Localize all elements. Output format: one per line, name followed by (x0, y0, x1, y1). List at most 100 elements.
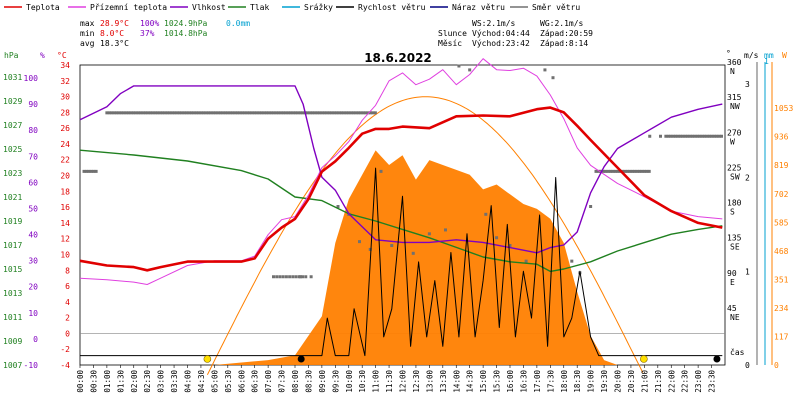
wind-direction-mark (358, 240, 361, 244)
wind-direction-mark (323, 111, 327, 115)
tick-label-temperature: 10 (60, 250, 70, 259)
wind-direction-mark (214, 111, 218, 115)
wind-direction-mark (289, 111, 293, 115)
x-tick-label: 16:30 (519, 370, 528, 393)
sun-slunce-vychod: Východ:04:44 (472, 29, 530, 38)
axis-units: hPa % °C ° m/s mm W (4, 49, 787, 60)
wind-direction-mark (194, 111, 198, 115)
wind-direction-mark (698, 134, 702, 138)
wind-direction-mark (228, 111, 232, 115)
wind-direction-mark (315, 111, 319, 115)
stat-max-temp: 28.9°C (100, 19, 129, 28)
wind-direction-mark (613, 169, 617, 173)
wind-direction-mark (648, 134, 652, 138)
wind-direction-mark (107, 111, 111, 115)
wind-direction-mark (373, 111, 377, 115)
x-tick-label: 17:00 (533, 370, 542, 393)
wind-direction-mark (609, 169, 613, 173)
wind-direction-mark (604, 169, 608, 173)
tick-label-temperature: 4 (65, 298, 70, 307)
wind-direction-mark (570, 259, 574, 263)
stat-avg-temp: 18.3°C (100, 39, 129, 48)
wind-direction-mark (115, 111, 119, 115)
x-tick-label: 12:30 (412, 370, 421, 393)
x-tick-label: 18:30 (573, 370, 582, 393)
tick-label-wind-direction: N (730, 67, 735, 76)
wind-direction-mark (148, 111, 152, 115)
wind-direction-mark (291, 275, 295, 279)
wind-direction-mark (262, 111, 266, 115)
wind-direction-mark (219, 111, 223, 115)
x-tick-label: 23:00 (694, 370, 703, 393)
wind-direction-mark (354, 111, 358, 115)
wind-direction-mark (674, 134, 678, 138)
tick-label-temperature: 28 (60, 108, 70, 117)
wind-direction-mark (633, 169, 637, 173)
x-tick-label: 08:30 (304, 370, 313, 393)
wind-direction-mark (596, 169, 600, 173)
stat-max-label: max (80, 19, 95, 28)
stats-block: max 28.9°C 100% 1024.9hPa 0.0mm min 8.0°… (80, 19, 593, 48)
tick-label-pressure: 1025 (3, 145, 22, 154)
wind-direction-mark (710, 134, 714, 138)
wind-direction-mark (356, 111, 360, 115)
wind-direction-mark (320, 111, 324, 115)
x-tick-label: 00:30 (89, 370, 98, 393)
wind-direction-mark (645, 169, 649, 173)
tick-label-temperature: 22 (60, 156, 70, 165)
tick-label-solar: 117 (774, 332, 789, 341)
wind-direction-mark (700, 134, 704, 138)
wind-direction-mark (129, 111, 133, 115)
x-tick-label: 06:00 (237, 370, 246, 393)
wind-direction-mark (94, 169, 98, 173)
wind-direction-mark (192, 111, 196, 115)
wind-direction-mark (690, 134, 694, 138)
wind-direction-mark (635, 169, 639, 173)
wind-direction-mark (146, 111, 150, 115)
wind-speed-line (80, 167, 723, 357)
wind-direction-mark (156, 111, 160, 115)
wind-direction-mark (255, 111, 259, 115)
wind-direction-mark (342, 111, 346, 115)
wind-direction-mark (693, 134, 697, 138)
wind-direction-mark (257, 111, 261, 115)
stat-min-temp: 8.0°C (100, 29, 124, 38)
wind-direction-mark (298, 111, 302, 115)
wind-direction-mark (411, 251, 415, 255)
x-tick-label: 19:30 (600, 370, 609, 393)
wind-direction-mark (117, 111, 121, 115)
wind-direction-mark (688, 134, 692, 138)
wind-direction-mark (301, 275, 305, 279)
tick-label-wind-direction-deg: 135 (727, 234, 742, 243)
wind-direction-mark (267, 111, 271, 115)
wind-direction-mark (301, 111, 305, 115)
tick-label-pressure: 1023 (3, 169, 22, 178)
tick-label-wind-direction-deg: 270 (727, 128, 742, 137)
unit-mm: mm (764, 51, 774, 60)
wind-direction-mark (623, 169, 627, 173)
wind-direction-mark (238, 111, 242, 115)
tick-label-temperature: 0 (65, 329, 70, 338)
stat-rain: 0.0mm (226, 19, 250, 28)
tick-label-pressure: 1007 (3, 361, 22, 370)
stat-min-hum: 37% (140, 29, 155, 38)
wind-direction-mark (281, 111, 285, 115)
wind-direction-mark (337, 111, 341, 115)
tick-label-wind-direction-deg: 315 (727, 93, 742, 102)
tick-label-wind-speed: 1 (745, 267, 750, 276)
wind-direction-mark (638, 169, 642, 173)
tick-label-pressure: 1019 (3, 217, 22, 226)
wind-direction-mark (599, 169, 603, 173)
sun-ws: WS:2.1m/s (472, 19, 516, 28)
wind-direction-mark (240, 111, 244, 115)
x-tick-label: 10:30 (358, 370, 367, 393)
wind-direction-mark (277, 111, 281, 115)
wind-direction-mark (664, 134, 668, 138)
wind-direction-mark (339, 111, 343, 115)
wind-direction-mark (669, 134, 673, 138)
wind-direction-mark (361, 111, 365, 115)
wind-direction-mark (642, 169, 646, 173)
wind-direction-mark (144, 111, 148, 115)
tick-label-pressure: 1013 (3, 289, 22, 298)
